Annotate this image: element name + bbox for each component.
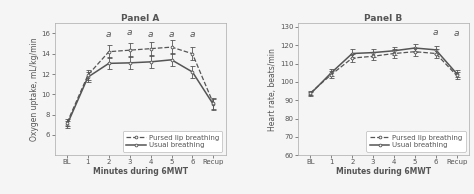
X-axis label: Minutes during 6MWT: Minutes during 6MWT <box>92 167 188 176</box>
Text: a: a <box>190 29 195 38</box>
Title: Panel B: Panel B <box>365 14 403 23</box>
Y-axis label: Heart rate, beats/min: Heart rate, beats/min <box>268 48 277 131</box>
Text: a: a <box>169 29 174 38</box>
Title: Panel A: Panel A <box>121 14 159 23</box>
Text: a: a <box>454 29 459 38</box>
Text: a: a <box>106 29 111 38</box>
Legend: Pursed lip breathing, Usual breathing: Pursed lip breathing, Usual breathing <box>123 131 222 152</box>
Y-axis label: Oxygen uptake, mL/kg/min: Oxygen uptake, mL/kg/min <box>29 37 38 141</box>
Legend: Pursed lip breathing, Usual breathing: Pursed lip breathing, Usual breathing <box>366 131 466 152</box>
Text: a: a <box>433 28 438 37</box>
Text: a: a <box>127 29 133 37</box>
X-axis label: Minutes during 6MWT: Minutes during 6MWT <box>336 167 431 176</box>
Text: a: a <box>148 29 154 38</box>
